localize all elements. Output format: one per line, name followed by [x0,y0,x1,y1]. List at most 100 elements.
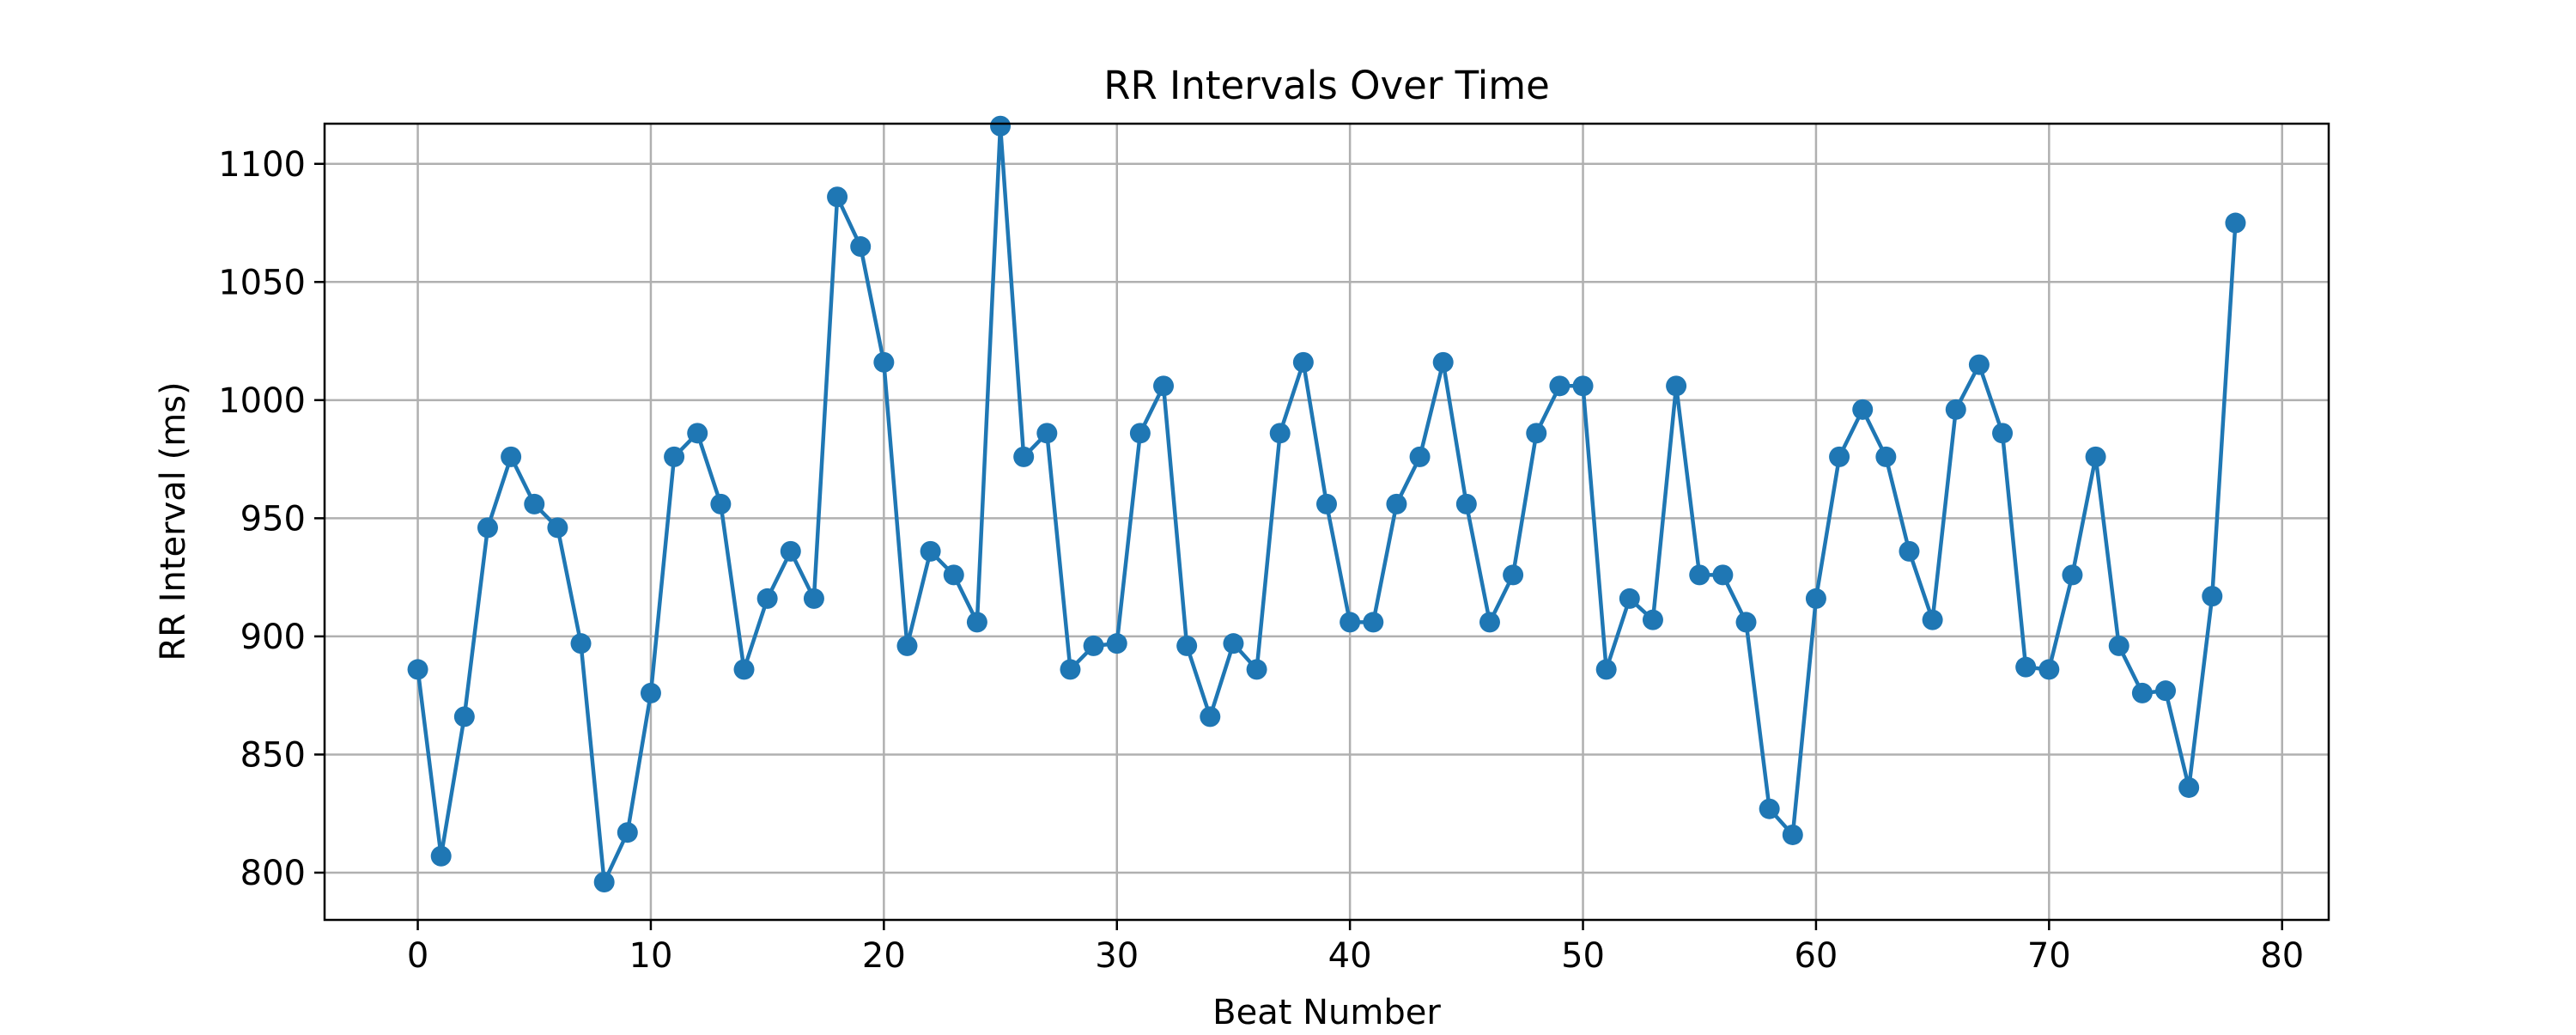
data-point [1129,423,1151,444]
data-point [1549,375,1571,397]
data-point [1292,351,1314,373]
data-point [827,186,848,208]
data-point [453,706,475,728]
x-tick-label: 20 [862,936,906,976]
data-point [1200,706,1221,728]
data-point [1666,375,1687,397]
data-point [803,588,824,609]
data-point [593,871,615,892]
data-point [1992,423,2014,444]
data-point [1875,446,1897,467]
y-tick-label: 1100 [218,145,306,185]
data-point [1642,609,1663,630]
data-point [640,682,661,703]
data-point [1572,375,1594,397]
y-axis-ticks: 800 850 900 950 1000 1050 1100 [218,145,325,893]
x-axis-ticks: 0 10 20 30 40 50 60 70 80 [407,920,2304,976]
y-tick-label: 850 [240,735,306,775]
y-tick-label: 1000 [218,381,306,421]
data-point [710,493,732,514]
data-point [1363,612,1384,633]
data-point [1968,354,1990,375]
data-point [1176,635,1198,656]
data-point [2062,564,2083,586]
data-point [2202,586,2223,607]
data-point [1340,612,1361,633]
data-point [1432,351,1454,373]
series-rr-interval [407,115,2246,892]
data-point [1269,423,1291,444]
data-point [1595,659,1617,680]
data-point [1479,612,1500,633]
data-point [524,493,545,514]
data-point [1060,659,1081,680]
data-point [966,612,987,633]
data-point [1829,446,1850,467]
x-tick-label: 30 [1095,936,1139,976]
data-point [1153,375,1175,397]
data-point [1246,659,1267,680]
data-point [756,588,778,609]
x-tick-label: 10 [629,936,673,976]
data-point [617,822,638,843]
data-point [1223,633,1244,654]
data-point [1013,446,1035,467]
data-point [2038,659,2060,680]
data-point [1386,493,1407,514]
data-point [943,564,964,586]
data-point [1782,824,1803,845]
data-point [850,236,872,258]
chart-title: RR Intervals Over Time [1103,63,1550,108]
data-point [1455,493,1477,514]
data-point [1526,423,1547,444]
data-point [1899,540,1920,562]
data-point [1106,633,1127,654]
x-tick-label: 80 [2260,936,2304,976]
data-point [1316,493,1337,514]
y-tick-label: 800 [240,854,306,893]
data-point [1083,635,1104,656]
data-point [873,351,895,373]
x-tick-label: 70 [2027,936,2071,976]
data-point [2015,656,2037,678]
x-tick-label: 60 [1794,936,1838,976]
x-tick-label: 40 [1328,936,1372,976]
data-point [1689,564,1710,586]
data-point [1409,446,1431,467]
data-point [733,659,755,680]
data-point [1619,588,1640,609]
data-point [1712,564,1734,586]
plot-frame [323,122,2330,922]
grid-lines [325,124,2329,920]
data-point [664,446,685,467]
x-axis-label: Beat Number [1212,993,1441,1031]
data-point [1503,564,1524,586]
data-point [407,659,428,680]
y-tick-label: 1050 [218,263,306,302]
data-point [1922,609,1943,630]
data-point [2085,446,2106,467]
data-point [896,635,918,656]
data-point [477,517,498,539]
data-point [1852,399,1874,420]
data-point [1805,588,1826,609]
data-point [2131,682,2153,703]
x-tick-label: 50 [1561,936,1605,976]
y-tick-label: 950 [240,499,306,539]
data-point [570,633,592,654]
data-point [430,845,452,867]
data-point [2108,635,2129,656]
data-point [1735,612,1757,633]
data-point [1036,423,1058,444]
data-point [2178,776,2200,798]
y-tick-label: 900 [240,618,306,657]
data-point [1945,399,1966,420]
data-point [1759,798,1780,819]
data-point [2155,680,2177,702]
x-tick-label: 0 [407,936,428,976]
data-point [501,446,522,467]
y-axis-label: RR Interval (ms) [154,381,193,661]
data-point [687,423,708,444]
data-point [990,115,1012,137]
